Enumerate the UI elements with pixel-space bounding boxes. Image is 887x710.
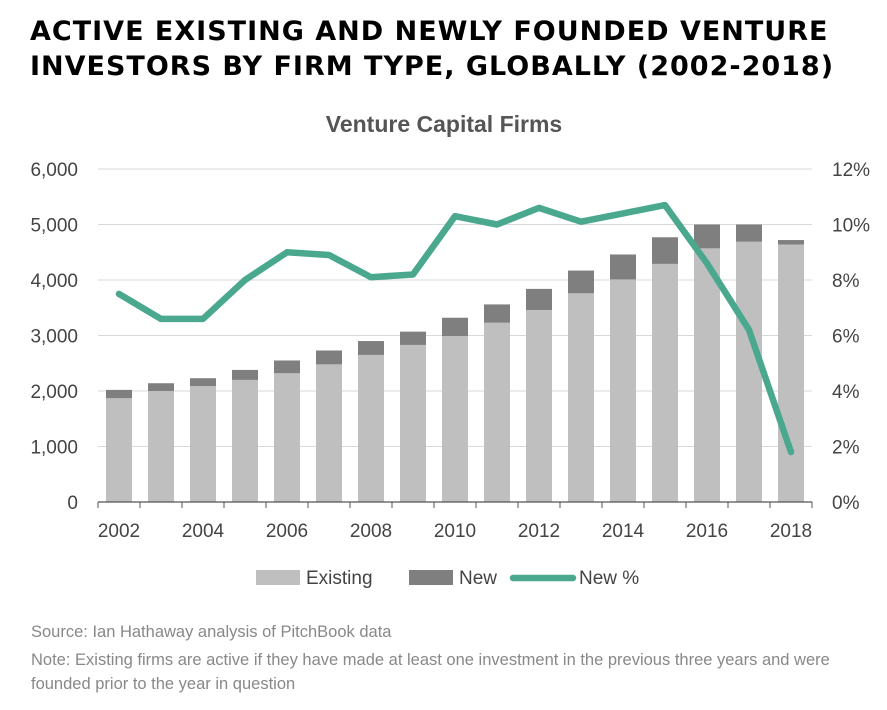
bar-new-2012 [526,288,552,310]
point-new-percent-2005 [242,277,248,283]
point-new-percent-2002 [116,291,122,297]
legend: Existing New New % [256,568,639,589]
bar-existing-2005 [232,379,258,502]
legend-swatch-0 [256,570,300,585]
y-left-tick-label: 2,000 [30,382,78,403]
bar-existing-2018 [778,244,804,503]
bar-existing-2009 [400,344,426,502]
point-new-percent-2009 [410,271,416,277]
bar-existing-2015 [652,263,678,502]
x-tick-label: 2004 [182,521,225,542]
y-right-tick-label: 8% [832,271,860,292]
point-new-percent-2003 [158,316,164,322]
bar-existing-2004 [190,386,216,502]
point-new-percent-2018 [788,449,794,455]
x-tick-label: 2010 [434,521,476,542]
x-tick-label: 2012 [518,521,560,542]
axes: 0 0% 1,000 2% 2,000 4% 3,000 6% 4,000 8% 5,000 10% 6… [30,160,870,542]
page-title-line-2: INVESTORS BY FIRM TYPE, GLOBALLY (2002-2… [30,51,835,82]
bar-new-2017 [736,224,762,242]
y-left-tick-label: 1,000 [30,438,78,459]
y-left-tick-label: 3,000 [30,327,78,348]
venture-capital-chart: Venture Capital Firms 0 0% 1,000 2% 2,000 4% 3… [30,111,870,589]
legend-label: New [459,568,497,589]
bar-existing-2011 [484,322,510,502]
x-tick-label: 2008 [350,521,392,542]
point-new-percent-2008 [368,274,374,280]
bar-new-2013 [568,270,594,294]
bar-new-2008 [358,341,384,355]
bar-existing-2012 [526,309,552,502]
point-new-percent-2011 [494,222,500,227]
source-notes: Source: Ian Hathaway analysis of PitchBo… [31,620,861,696]
point-new-percent-2012 [536,205,542,211]
legend-swatch-1 [409,570,453,585]
bar-new-2006 [274,360,300,374]
y-left-tick-label: 4,000 [30,271,78,292]
line-series [115,201,795,456]
bar-new-2015 [652,237,678,264]
bar-existing-2003 [148,391,174,502]
page-title: ACTIVE EXISTING AND NEWLY FOUNDED VENTUR… [30,14,870,84]
bar-existing-2016 [694,248,720,502]
point-new-percent-2017 [746,327,752,333]
legend-label: New % [579,568,639,589]
bar-existing-2002 [106,398,132,502]
bar-new-2005 [232,369,258,380]
point-new-percent-2004 [200,316,206,322]
y-left-tick-label: 5,000 [30,216,78,237]
y-left-tick-label: 6,000 [30,160,78,181]
x-tick-label: 2006 [266,521,308,542]
bar-existing-2013 [568,293,594,502]
bar-existing-2017 [736,241,762,502]
bar-new-2004 [190,378,216,387]
y-right-tick-label: 4% [832,382,860,403]
bar-new-2018 [778,240,804,245]
point-new-percent-2007 [326,252,332,258]
y-right-tick-label: 2% [832,438,860,459]
bar-new-2002 [106,389,132,399]
chart-title: Venture Capital Firms [326,111,562,137]
point-new-percent-2014 [620,210,626,216]
point-new-percent-2013 [578,219,584,225]
point-new-percent-2010 [452,213,458,219]
y-left-tick-label: 0 [67,493,78,514]
x-tick-label: 2018 [770,521,812,542]
y-right-tick-label: 0% [832,493,860,514]
x-tick-label: 2014 [602,521,645,542]
bar-existing-2007 [316,364,342,502]
bars [106,224,804,503]
bar-new-2016 [694,224,720,249]
y-right-tick-label: 6% [832,327,860,348]
y-right-tick-label: 12% [832,160,870,181]
point-new-percent-2006 [284,249,290,255]
point-new-percent-2016 [704,260,710,266]
bar-existing-2006 [274,373,300,502]
x-tick-label: 2002 [98,521,140,542]
bar-existing-2008 [358,354,384,502]
x-tick-label: 2016 [686,521,728,542]
bar-new-2007 [316,350,342,365]
bar-new-2011 [484,304,510,323]
bar-new-2014 [610,254,636,280]
note-text: Note: Existing firms are active if they … [31,651,830,693]
bar-new-2010 [442,317,468,337]
y-right-tick-label: 10% [832,216,870,237]
bar-new-2009 [400,331,426,345]
bar-new-2003 [148,383,174,391]
page-title-line-1: ACTIVE EXISTING AND NEWLY FOUNDED VENTUR… [30,16,829,47]
source-text: Source: Ian Hathaway analysis of PitchBo… [31,623,392,641]
bar-existing-2014 [610,279,636,502]
bar-existing-2010 [442,336,468,502]
legend-label: Existing [306,568,373,589]
point-new-percent-2015 [662,202,668,208]
